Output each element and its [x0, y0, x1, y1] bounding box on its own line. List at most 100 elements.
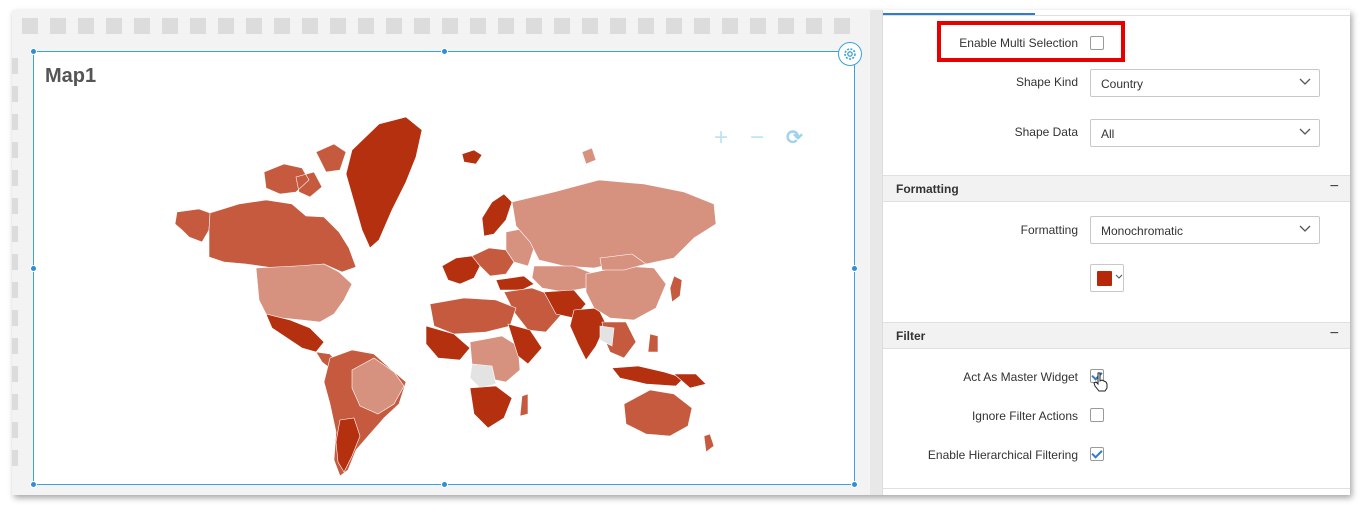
formatting-section-title: Formatting	[896, 182, 959, 196]
map-shape-iceland	[461, 149, 483, 165]
map-shape-scandinavia	[481, 193, 513, 237]
ruler-mark	[106, 18, 122, 34]
ruler-mark	[302, 18, 318, 34]
canvas-grid-ruler	[12, 10, 870, 46]
ruler-mark	[638, 18, 654, 34]
map-shape-argentina-chile	[335, 417, 361, 473]
ignore-filter-actions-label: Ignore Filter Actions	[971, 409, 1078, 423]
map-shape-central-europe	[471, 247, 515, 277]
ruler-mark	[12, 310, 18, 326]
hand-pointer-cursor-icon	[1093, 372, 1108, 392]
ruler-mark	[526, 18, 542, 34]
ruler-mark	[666, 18, 682, 34]
ruler-mark	[358, 18, 374, 34]
collapse-icon[interactable]: −	[1329, 325, 1339, 342]
map-shape-arctic-islands	[263, 143, 347, 198]
map-shape-svalbard	[581, 147, 597, 165]
map-shape-usa	[255, 263, 353, 323]
map-shape-north-africa	[429, 297, 517, 335]
map-shape-no-data-africa	[469, 363, 497, 389]
ignore-filter-actions-checkbox[interactable]	[1090, 408, 1104, 422]
map-shape-no-data-region	[599, 325, 615, 347]
map-shape-west-africa	[425, 325, 471, 361]
color-picker[interactable]	[1090, 264, 1124, 292]
panel-bottom-border	[883, 488, 1350, 489]
resize-handle-bottom-right[interactable]	[851, 481, 858, 488]
formatting-section-header[interactable]: Formatting −	[883, 175, 1350, 202]
designer-window: Map1 + − ⟳	[12, 10, 1350, 495]
enable-multi-selection-checkbox[interactable]	[1090, 36, 1104, 50]
ruler-mark	[12, 114, 18, 130]
ruler-mark	[330, 18, 346, 34]
ruler-mark	[12, 58, 18, 74]
ruler-mark	[722, 18, 738, 34]
map-shape-mongolia	[599, 253, 647, 271]
zoom-out-icon[interactable]: −	[750, 124, 765, 151]
ruler-mark	[274, 18, 290, 34]
resize-handle-bottom-left[interactable]	[30, 481, 37, 488]
design-canvas: Map1 + − ⟳	[12, 10, 870, 495]
ruler-mark	[12, 142, 18, 158]
ruler-mark	[386, 18, 402, 34]
map-shape-alaska	[174, 208, 211, 243]
ruler-mark	[12, 282, 18, 298]
map-shape-central-asia	[531, 265, 595, 293]
act-as-master-widget-label: Act As Master Widget	[963, 370, 1078, 384]
ruler-mark	[750, 18, 766, 34]
chevron-down-icon	[1299, 128, 1311, 135]
widget-settings-gear-icon[interactable]	[838, 42, 862, 66]
chevron-down-icon	[1299, 225, 1311, 232]
ruler-mark	[134, 18, 150, 34]
map-shape-east-africa	[507, 323, 543, 365]
ruler-mark	[246, 18, 262, 34]
formatting-label: Formatting	[1020, 223, 1078, 237]
ruler-mark	[78, 18, 94, 34]
map-widget[interactable]: Map1 + − ⟳	[30, 42, 862, 488]
map-shape-philippines	[647, 333, 659, 353]
ruler-mark	[162, 18, 178, 34]
world-map[interactable]	[34, 52, 856, 486]
shape-data-value: All	[1101, 127, 1115, 141]
map-shape-southern-africa	[469, 385, 513, 429]
map-shape-japan	[669, 275, 683, 303]
panel-splitter[interactable]	[870, 10, 882, 495]
map-shape-papua	[673, 373, 707, 389]
ruler-mark	[12, 366, 18, 382]
map-shape-brazil	[351, 357, 405, 415]
filter-section-title: Filter	[896, 329, 926, 343]
ruler-mark	[694, 18, 710, 34]
map-shape-australia	[623, 389, 693, 437]
highlight-annotation-box	[937, 21, 1125, 62]
ruler-mark	[22, 18, 38, 34]
ruler-mark	[778, 18, 794, 34]
resize-handle-left[interactable]	[30, 265, 37, 272]
resize-handle-top[interactable]	[441, 48, 448, 55]
ruler-mark	[12, 254, 18, 270]
ruler-mark	[582, 18, 598, 34]
collapse-icon[interactable]: −	[1329, 178, 1339, 195]
ruler-mark	[12, 394, 18, 410]
formatting-dropdown[interactable]: Monochromatic	[1090, 216, 1320, 244]
enable-hierarchical-filtering-checkbox[interactable]	[1090, 447, 1104, 461]
resize-handle-right[interactable]	[851, 265, 858, 272]
map-shape-greenland	[345, 116, 423, 249]
shape-data-dropdown[interactable]: All	[1090, 119, 1320, 147]
resize-handle-top-left[interactable]	[30, 48, 37, 55]
ruler-mark	[12, 226, 18, 242]
shape-data-label: Shape Data	[1014, 125, 1078, 139]
ruler-mark	[12, 450, 18, 466]
ruler-mark	[414, 18, 430, 34]
map-shape-turkey	[495, 275, 535, 291]
shape-kind-dropdown[interactable]: Country	[1090, 69, 1320, 97]
zoom-in-icon[interactable]: +	[714, 124, 729, 151]
ruler-mark	[470, 18, 486, 34]
shape-kind-label: Shape Kind	[1015, 75, 1078, 89]
chevron-down-icon	[1299, 78, 1311, 85]
map-shape-madagascar	[519, 393, 529, 417]
map-shape-western-europe	[441, 255, 481, 285]
resize-handle-bottom[interactable]	[441, 481, 448, 488]
ruler-mark	[498, 18, 514, 34]
reset-zoom-icon[interactable]: ⟳	[786, 127, 803, 149]
filter-section-header[interactable]: Filter −	[883, 322, 1350, 349]
ruler-mark	[12, 170, 18, 186]
